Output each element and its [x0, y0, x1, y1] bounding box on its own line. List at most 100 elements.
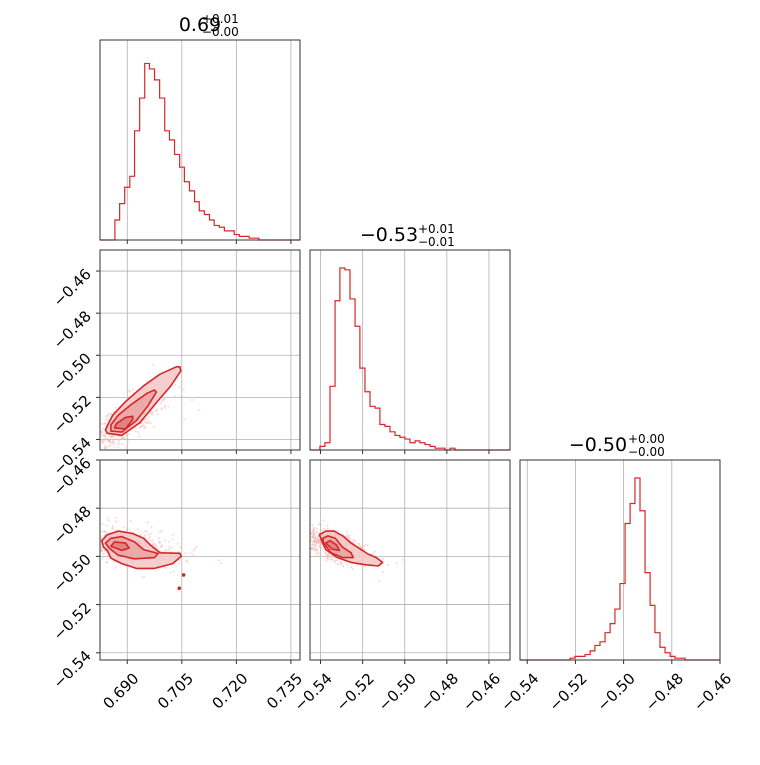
scatter-point [311, 548, 314, 551]
histogram-bin [149, 69, 154, 240]
histogram-bin [605, 633, 610, 660]
title-param-3: −0.50 [569, 434, 627, 456]
scatter-point [164, 567, 167, 569]
histogram-bin [350, 299, 355, 450]
scatter-point [178, 386, 181, 388]
histogram-bin [135, 131, 140, 240]
scatter-point [106, 414, 108, 417]
scatter-point [167, 549, 170, 552]
scatter-point [330, 556, 333, 559]
scatter-point [310, 532, 313, 535]
histogram-bin [615, 609, 620, 660]
tick-label-x-param-1: 0.690 [99, 670, 142, 713]
scatter-point [127, 433, 130, 435]
scatter-point [346, 563, 349, 566]
contour-level-3 [324, 539, 341, 552]
title-param-1-plus: +0.01 [202, 12, 239, 26]
tick-label-y-param-2: −0.46 [50, 265, 95, 310]
scatter-point [320, 523, 323, 526]
scatter-point [328, 558, 331, 561]
tick-label-x-param-2: −0.50 [375, 670, 420, 715]
scatter-point [356, 563, 359, 566]
histogram-bin [585, 655, 590, 660]
scatter-point [364, 565, 366, 568]
tick-label-x-param-3: −0.48 [642, 670, 687, 715]
scatter-point [194, 547, 197, 550]
scatter-point [108, 440, 111, 443]
histogram-bin [665, 653, 670, 660]
scatter-point [146, 421, 149, 424]
scatter-point [143, 534, 146, 537]
scatter-point [357, 542, 360, 545]
scatter-point [108, 434, 111, 437]
scatter-point [151, 363, 154, 366]
scatter-point [139, 534, 142, 537]
histogram-line [100, 62, 300, 241]
scatter-point [315, 554, 317, 557]
histogram-bin [410, 443, 415, 450]
scatter-point [126, 527, 129, 530]
scatter-point [319, 553, 322, 556]
histogram-bin [360, 368, 365, 450]
histogram-bin [219, 227, 224, 240]
tick-label-x-param-2: −0.48 [417, 670, 462, 715]
scatter-point [151, 411, 154, 414]
scatter-point [316, 547, 318, 550]
contour-island [177, 586, 182, 590]
histogram-bin [395, 435, 400, 450]
tick-label-y-param-3: −0.54 [50, 647, 95, 692]
scatter-point [116, 446, 119, 449]
scatter-point [146, 521, 149, 524]
scatter-point [325, 559, 328, 562]
tick-label-x-param-3: −0.46 [690, 670, 735, 715]
histogram-bin [625, 524, 630, 661]
histogram-bin [214, 225, 219, 240]
scatter-point [348, 534, 351, 537]
scatter-point [174, 395, 176, 398]
scatter-point [105, 418, 108, 421]
scatter-point [312, 531, 315, 534]
scatter-point [156, 408, 159, 411]
scatter-point [110, 442, 113, 445]
scatter-point [107, 418, 110, 421]
histogram-bin [330, 386, 335, 450]
scatter-point [323, 527, 326, 530]
scatter-point [177, 562, 180, 565]
scatter-point [160, 544, 163, 546]
histogram-bin [145, 63, 150, 240]
histogram-bin [209, 220, 214, 240]
scatter-point [112, 439, 114, 442]
scatter-point [326, 527, 329, 530]
scatter-point [312, 526, 315, 529]
panel-frame-r2-c2 [519, 459, 721, 661]
tick-label-y-param-2: −0.50 [50, 349, 95, 394]
scatter-point [310, 539, 313, 542]
scatter-point [116, 438, 119, 441]
scatter-point [122, 526, 125, 529]
scatter-point [192, 549, 195, 552]
scatter-point [149, 539, 152, 542]
scatter-point [105, 446, 108, 449]
scatter-point [311, 543, 314, 546]
scatter-point [155, 410, 157, 413]
panel-frame-r1-c1 [309, 249, 511, 451]
scatter-point [162, 398, 165, 401]
scatter-point [112, 435, 115, 437]
scatter-point [316, 540, 319, 543]
scatter-point [103, 549, 106, 552]
scatter-point [101, 427, 104, 430]
scatter-point [106, 560, 109, 563]
scatter-point [102, 435, 105, 438]
scatter-point [311, 524, 314, 526]
scatter-point [183, 418, 186, 421]
scatter-point [315, 539, 318, 542]
histogram-bin [620, 584, 625, 660]
scatter-point [114, 435, 116, 437]
scatter-point [329, 555, 332, 558]
scatter-point [147, 416, 150, 419]
density-panel-3 [310, 519, 404, 583]
scatter-point [178, 559, 181, 562]
scatter-point [148, 535, 151, 538]
scatter-point [109, 412, 112, 415]
